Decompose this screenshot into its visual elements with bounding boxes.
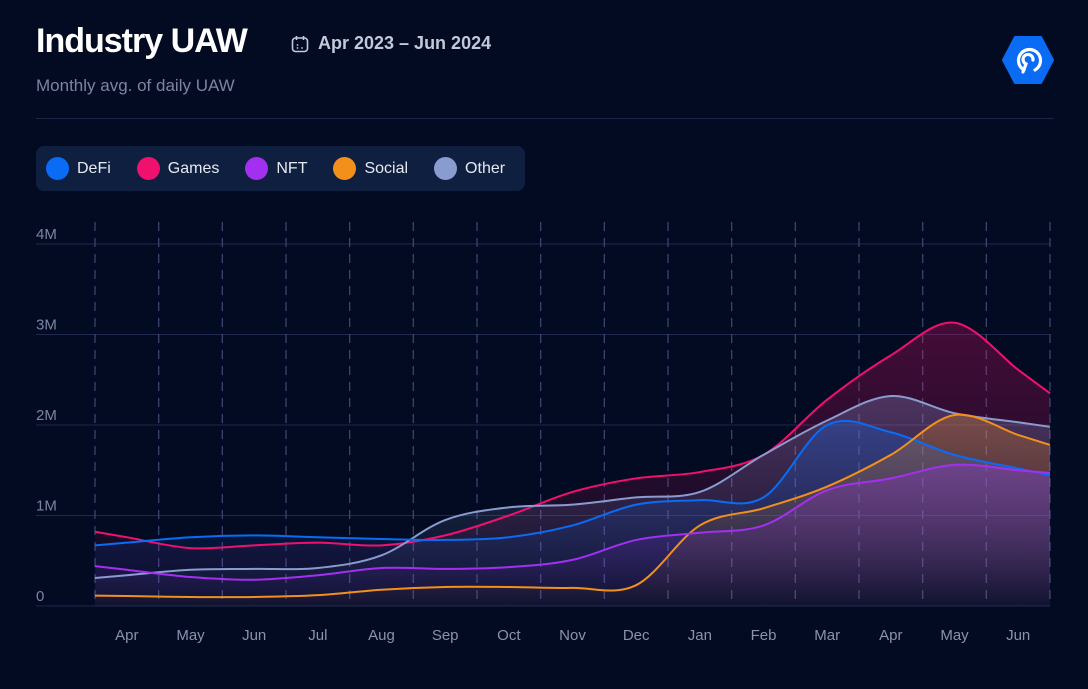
x-tick-label: May bbox=[940, 627, 969, 644]
x-tick-label: Jul bbox=[308, 627, 327, 644]
date-range[interactable]: Apr 2023 – Jun 2024 bbox=[290, 33, 491, 54]
y-tick-label: 2M bbox=[36, 407, 57, 424]
legend-item-other[interactable]: Other bbox=[434, 157, 505, 180]
x-tick-label: Dec bbox=[623, 627, 650, 644]
legend-swatch bbox=[245, 157, 269, 180]
line-defi bbox=[94, 419, 1051, 547]
legend-label: Other bbox=[465, 159, 506, 177]
y-tick-label: 4M bbox=[36, 226, 57, 243]
page-title: Industry UAW bbox=[36, 22, 248, 60]
legend-swatch bbox=[46, 157, 69, 180]
legend-swatch bbox=[136, 157, 160, 180]
x-tick-label: Apr bbox=[115, 627, 138, 644]
line-other bbox=[94, 395, 1051, 579]
x-tick-label: Nov bbox=[559, 627, 586, 644]
x-tick-label: Jan bbox=[688, 627, 712, 644]
header-divider bbox=[36, 118, 1054, 119]
legend-label: Games bbox=[167, 159, 220, 177]
y-tick-label: 0 bbox=[36, 588, 44, 605]
legend-item-defi[interactable]: DeFi bbox=[46, 157, 111, 180]
calendar-icon bbox=[291, 35, 309, 52]
x-tick-label: May bbox=[176, 627, 205, 644]
x-tick-label: Feb bbox=[751, 627, 777, 644]
x-tick-label: Oct bbox=[497, 627, 521, 644]
legend-swatch bbox=[333, 157, 357, 180]
x-tick-label: Aug bbox=[368, 627, 395, 644]
y-tick-label: 3M bbox=[36, 317, 57, 334]
area-chart: 0 1M 2M 3M 4M Apr May Jun Jul Aug Sep Oct Nov Dec Jan F… bbox=[36, 222, 1051, 644]
legend-swatch bbox=[434, 157, 458, 180]
area-nft bbox=[95, 464, 1050, 606]
legend-label: DeFi bbox=[77, 159, 111, 177]
legend-label: NFT bbox=[276, 159, 308, 177]
legend: DeFi Games NFT Social Other bbox=[36, 146, 525, 191]
date-range-label: Apr 2023 – Jun 2024 bbox=[318, 33, 492, 53]
line-nft bbox=[94, 463, 1051, 581]
legend-item-social[interactable]: Social bbox=[333, 157, 408, 180]
chart-subtitle: Monthly avg. of daily UAW bbox=[36, 76, 235, 95]
line-games bbox=[94, 321, 1051, 550]
x-tick-label: Sep bbox=[432, 627, 459, 644]
y-tick-label: 1M bbox=[36, 498, 57, 515]
x-tick-label: Jun bbox=[1006, 627, 1030, 644]
hexagon-signal-logo bbox=[1002, 36, 1054, 84]
legend-item-games[interactable]: Games bbox=[136, 157, 220, 180]
line-social bbox=[94, 413, 1051, 599]
x-tick-label: Apr bbox=[879, 627, 902, 644]
x-tick-label: Mar bbox=[814, 627, 840, 644]
x-tick-label: Jun bbox=[242, 627, 266, 644]
legend-label: Social bbox=[364, 159, 409, 177]
legend-item-nft[interactable]: NFT bbox=[245, 157, 307, 180]
